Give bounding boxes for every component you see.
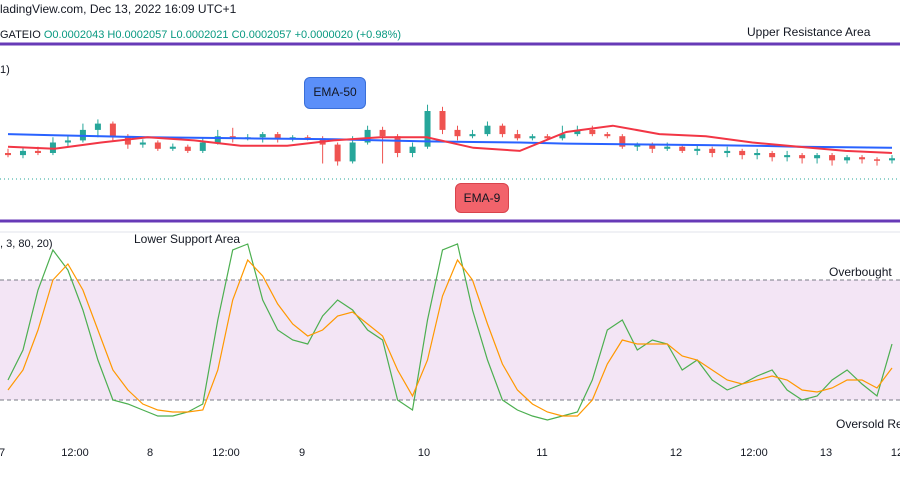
candle-body <box>514 134 521 139</box>
osc-pane-label: , 3, 80, 20) <box>0 238 53 250</box>
candle-body <box>694 148 701 151</box>
x-tick-label: 12:00 <box>212 447 240 459</box>
candle-body <box>814 155 821 159</box>
candle-body <box>709 148 716 153</box>
candle-body <box>274 134 281 140</box>
candle-body <box>109 123 116 137</box>
lower-support-label: Lower Support Area <box>134 232 241 246</box>
candle-body <box>394 136 401 153</box>
candle-body <box>154 142 161 149</box>
ema50-line <box>7 133 893 149</box>
candle-body <box>679 146 686 151</box>
candle-body <box>364 129 371 143</box>
ema50-callout: EMA-50 <box>304 77 366 109</box>
candle-body <box>439 111 446 130</box>
candle-body <box>454 129 461 137</box>
candle-body <box>499 125 506 135</box>
chart-header-ohlc: GATEIO O0.0002043 H0.0002057 L0.0002021 … <box>0 29 401 41</box>
x-tick-label: 12 <box>669 447 683 459</box>
x-tick-label: 13 <box>819 447 833 459</box>
candle-body <box>799 155 806 159</box>
candle-body <box>199 142 206 151</box>
candle-body <box>409 146 416 153</box>
price-pane-label: 1) <box>0 64 10 76</box>
stoch-d-line <box>7 258 893 417</box>
stoch-k-line <box>7 243 893 421</box>
upper-resistance-label: Upper Resistance Area <box>747 25 871 39</box>
stoch-band <box>0 280 900 400</box>
candle-body <box>649 144 656 149</box>
x-tick-label: 11 <box>536 447 548 459</box>
candle-body <box>214 136 221 143</box>
x-tick-label: 12 <box>890 447 900 459</box>
candle-body <box>529 136 536 139</box>
ema9-line <box>7 124 893 154</box>
candle-body <box>169 146 176 149</box>
chart-header-title: ladingView.com, Dec 13, 2022 16:09 UTC+1 <box>0 2 237 16</box>
candle-body <box>739 150 746 156</box>
candle-body <box>379 129 386 137</box>
candle-body <box>469 134 476 137</box>
candle-body <box>334 144 341 162</box>
candle-body <box>484 125 491 135</box>
candle-body <box>589 129 596 135</box>
x-tick-label: 10 <box>417 447 431 459</box>
candle-body <box>559 134 566 139</box>
candle-body <box>184 146 191 151</box>
candle-body <box>5 153 11 156</box>
candle-body <box>619 136 626 147</box>
candle-body <box>664 146 671 149</box>
candle-body <box>94 123 101 130</box>
candle-body <box>874 159 881 161</box>
candle-body <box>769 153 776 158</box>
candle-body <box>259 134 266 138</box>
candle-body <box>64 140 71 143</box>
candle-body <box>349 142 356 162</box>
x-tick-label: 8 <box>146 447 154 459</box>
x-tick-label: 12:00 <box>740 447 768 459</box>
oversold-label: Oversold Re <box>836 417 900 431</box>
candle-body <box>784 155 791 158</box>
candle-body <box>724 150 731 153</box>
candle-body <box>574 129 581 135</box>
candle-body <box>604 134 611 137</box>
candle-body <box>139 142 146 145</box>
overbought-label: Overbought <box>829 265 892 279</box>
candle-body <box>544 136 551 139</box>
candle-body <box>859 157 866 160</box>
candle-body <box>304 137 311 139</box>
candle-body <box>34 150 41 153</box>
symbol-label: GATEIO <box>0 29 41 41</box>
candle-body <box>829 155 836 161</box>
x-tick-label: 7 <box>0 447 6 459</box>
candle-body <box>634 144 641 147</box>
ohlc-values: O0.0002043 H0.0002057 L0.0002021 C0.0002… <box>43 29 402 41</box>
ema9-callout: EMA-9 <box>455 183 509 213</box>
candle-body <box>844 157 851 161</box>
x-tick-label: 9 <box>298 447 306 459</box>
candle-body <box>754 153 761 156</box>
candle-body <box>889 158 895 161</box>
x-tick-label: 12:00 <box>61 447 89 459</box>
candle-body <box>424 111 431 147</box>
candle-body <box>19 150 26 156</box>
